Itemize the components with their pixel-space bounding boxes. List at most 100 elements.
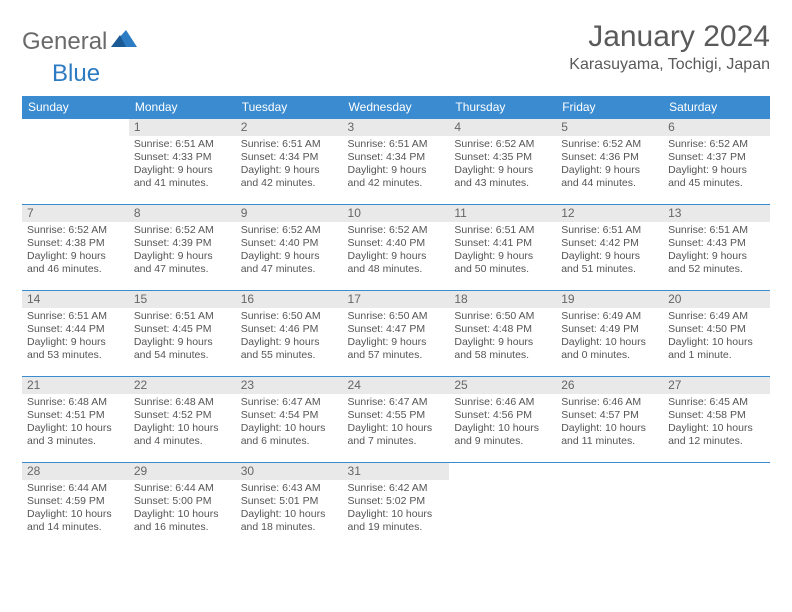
sunrise-text: Sunrise: 6:47 AM: [348, 396, 445, 409]
calendar-cell: 18Sunrise: 6:50 AMSunset: 4:48 PMDayligh…: [449, 291, 556, 377]
sunrise-text: Sunrise: 6:52 AM: [134, 224, 231, 237]
daylight-line2: and 50 minutes.: [454, 263, 551, 276]
calendar-cell: 11Sunrise: 6:51 AMSunset: 4:41 PMDayligh…: [449, 205, 556, 291]
logo-triangle-icon: [111, 26, 137, 54]
day-body: Sunrise: 6:50 AMSunset: 4:47 PMDaylight:…: [343, 308, 450, 367]
sunset-text: Sunset: 4:38 PM: [27, 237, 124, 250]
day-body: Sunrise: 6:52 AMSunset: 4:38 PMDaylight:…: [22, 222, 129, 281]
day-number: 15: [129, 291, 236, 308]
sunset-text: Sunset: 4:46 PM: [241, 323, 338, 336]
day-number: 30: [236, 463, 343, 480]
daylight-line2: and 41 minutes.: [134, 177, 231, 190]
calendar-cell: 17Sunrise: 6:50 AMSunset: 4:47 PMDayligh…: [343, 291, 450, 377]
sunrise-text: Sunrise: 6:52 AM: [348, 224, 445, 237]
daylight-line2: and 48 minutes.: [348, 263, 445, 276]
sunrise-text: Sunrise: 6:51 AM: [134, 138, 231, 151]
calendar-body: 1Sunrise: 6:51 AMSunset: 4:33 PMDaylight…: [22, 119, 770, 549]
day-body: Sunrise: 6:51 AMSunset: 4:43 PMDaylight:…: [663, 222, 770, 281]
sunrise-text: Sunrise: 6:51 AM: [348, 138, 445, 151]
daylight-line1: Daylight: 9 hours: [561, 164, 658, 177]
sunset-text: Sunset: 4:36 PM: [561, 151, 658, 164]
daylight-line1: Daylight: 9 hours: [668, 250, 765, 263]
day-body: Sunrise: 6:42 AMSunset: 5:02 PMDaylight:…: [343, 480, 450, 539]
sunset-text: Sunset: 4:44 PM: [27, 323, 124, 336]
calendar-cell: 26Sunrise: 6:46 AMSunset: 4:57 PMDayligh…: [556, 377, 663, 463]
day-body: Sunrise: 6:48 AMSunset: 4:52 PMDaylight:…: [129, 394, 236, 453]
day-body: Sunrise: 6:49 AMSunset: 4:49 PMDaylight:…: [556, 308, 663, 367]
daylight-line2: and 55 minutes.: [241, 349, 338, 362]
daylight-line1: Daylight: 10 hours: [668, 422, 765, 435]
day-number: 24: [343, 377, 450, 394]
calendar-cell: 7Sunrise: 6:52 AMSunset: 4:38 PMDaylight…: [22, 205, 129, 291]
day-body: Sunrise: 6:48 AMSunset: 4:51 PMDaylight:…: [22, 394, 129, 453]
daylight-line1: Daylight: 10 hours: [241, 508, 338, 521]
sunset-text: Sunset: 4:59 PM: [27, 495, 124, 508]
sunset-text: Sunset: 4:57 PM: [561, 409, 658, 422]
sunset-text: Sunset: 4:45 PM: [134, 323, 231, 336]
day-body: Sunrise: 6:52 AMSunset: 4:39 PMDaylight:…: [129, 222, 236, 281]
daylight-line2: and 42 minutes.: [348, 177, 445, 190]
calendar-cell: 13Sunrise: 6:51 AMSunset: 4:43 PMDayligh…: [663, 205, 770, 291]
daylight-line2: and 52 minutes.: [668, 263, 765, 276]
day-body: Sunrise: 6:51 AMSunset: 4:44 PMDaylight:…: [22, 308, 129, 367]
sunrise-text: Sunrise: 6:52 AM: [241, 224, 338, 237]
daylight-line2: and 9 minutes.: [454, 435, 551, 448]
weekday-header: Tuesday: [236, 96, 343, 119]
sunset-text: Sunset: 4:40 PM: [348, 237, 445, 250]
daylight-line2: and 18 minutes.: [241, 521, 338, 534]
day-number: 6: [663, 119, 770, 136]
sunrise-text: Sunrise: 6:49 AM: [668, 310, 765, 323]
sunrise-text: Sunrise: 6:51 AM: [134, 310, 231, 323]
brand-word2-wrap: Blue: [52, 60, 792, 88]
calendar-cell: 23Sunrise: 6:47 AMSunset: 4:54 PMDayligh…: [236, 377, 343, 463]
daylight-line2: and 44 minutes.: [561, 177, 658, 190]
daylight-line1: Daylight: 10 hours: [668, 336, 765, 349]
day-body: Sunrise: 6:44 AMSunset: 4:59 PMDaylight:…: [22, 480, 129, 539]
daylight-line2: and 6 minutes.: [241, 435, 338, 448]
day-number: 12: [556, 205, 663, 222]
daylight-line2: and 51 minutes.: [561, 263, 658, 276]
sunset-text: Sunset: 4:41 PM: [454, 237, 551, 250]
day-number: 1: [129, 119, 236, 136]
daylight-line1: Daylight: 10 hours: [27, 508, 124, 521]
sunset-text: Sunset: 4:50 PM: [668, 323, 765, 336]
sunset-text: Sunset: 4:58 PM: [668, 409, 765, 422]
calendar-cell: 25Sunrise: 6:46 AMSunset: 4:56 PMDayligh…: [449, 377, 556, 463]
day-body: Sunrise: 6:51 AMSunset: 4:34 PMDaylight:…: [236, 136, 343, 195]
daylight-line2: and 3 minutes.: [27, 435, 124, 448]
calendar-header-row: Sunday Monday Tuesday Wednesday Thursday…: [22, 96, 770, 119]
sunrise-text: Sunrise: 6:52 AM: [561, 138, 658, 151]
day-body: Sunrise: 6:43 AMSunset: 5:01 PMDaylight:…: [236, 480, 343, 539]
sunset-text: Sunset: 4:42 PM: [561, 237, 658, 250]
calendar-cell: 29Sunrise: 6:44 AMSunset: 5:00 PMDayligh…: [129, 463, 236, 549]
sunset-text: Sunset: 4:47 PM: [348, 323, 445, 336]
sunset-text: Sunset: 4:35 PM: [454, 151, 551, 164]
sunrise-text: Sunrise: 6:49 AM: [561, 310, 658, 323]
sunrise-text: Sunrise: 6:52 AM: [454, 138, 551, 151]
daylight-line2: and 4 minutes.: [134, 435, 231, 448]
sunrise-text: Sunrise: 6:46 AM: [454, 396, 551, 409]
daylight-line1: Daylight: 9 hours: [454, 164, 551, 177]
day-number: 16: [236, 291, 343, 308]
day-number: 19: [556, 291, 663, 308]
weekday-header: Thursday: [449, 96, 556, 119]
day-body: Sunrise: 6:51 AMSunset: 4:34 PMDaylight:…: [343, 136, 450, 195]
daylight-line2: and 54 minutes.: [134, 349, 231, 362]
sunset-text: Sunset: 5:02 PM: [348, 495, 445, 508]
daylight-line1: Daylight: 10 hours: [348, 508, 445, 521]
sunrise-text: Sunrise: 6:45 AM: [668, 396, 765, 409]
day-number: 31: [343, 463, 450, 480]
daylight-line1: Daylight: 9 hours: [454, 336, 551, 349]
day-body: Sunrise: 6:51 AMSunset: 4:33 PMDaylight:…: [129, 136, 236, 195]
sunrise-text: Sunrise: 6:52 AM: [668, 138, 765, 151]
daylight-line1: Daylight: 10 hours: [134, 508, 231, 521]
daylight-line1: Daylight: 9 hours: [454, 250, 551, 263]
day-body: Sunrise: 6:47 AMSunset: 4:55 PMDaylight:…: [343, 394, 450, 453]
day-number: 22: [129, 377, 236, 394]
sunset-text: Sunset: 4:48 PM: [454, 323, 551, 336]
day-number: 17: [343, 291, 450, 308]
daylight-line2: and 53 minutes.: [27, 349, 124, 362]
day-number: 28: [22, 463, 129, 480]
daylight-line2: and 11 minutes.: [561, 435, 658, 448]
calendar-cell: 2Sunrise: 6:51 AMSunset: 4:34 PMDaylight…: [236, 119, 343, 205]
